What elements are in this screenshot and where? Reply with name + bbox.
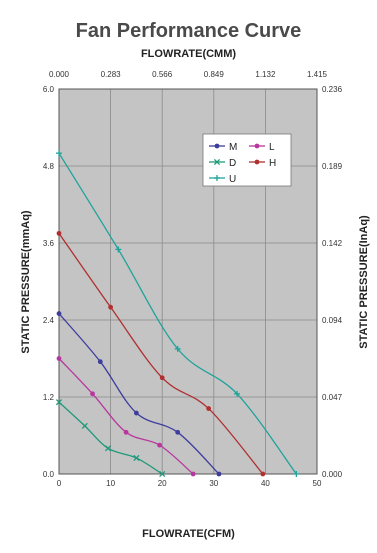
data-point-u — [293, 471, 300, 477]
data-point-d — [133, 454, 140, 462]
x-top-tick-label: 1.415 — [307, 70, 328, 79]
x-axis-label: FLOWRATE(CFM) — [142, 528, 235, 540]
x-top-tick-label: 0.566 — [152, 70, 173, 79]
y-right-tick-label: 0.094 — [322, 316, 343, 325]
x-top-tick-label: 1.132 — [255, 70, 276, 79]
y-right-tick-label: 0.000 — [322, 470, 343, 479]
data-point-d — [159, 470, 166, 478]
data-point-m — [216, 471, 222, 477]
data-point-u — [56, 150, 62, 157]
data-point-h — [108, 304, 113, 310]
y-right-tick-label: 0.047 — [322, 393, 343, 402]
data-point-d — [55, 399, 63, 406]
data-point-m — [175, 429, 181, 435]
x-tick-label: 0 — [57, 479, 62, 488]
legend-marker-d — [213, 158, 221, 166]
data-point-l — [157, 442, 163, 448]
data-point-d — [81, 422, 88, 429]
plot-frame — [58, 88, 318, 475]
y-left-tick-label: 4.8 — [43, 162, 55, 171]
x-top-axis-label: FLOWRATE(CMM) — [140, 48, 237, 60]
data-point-h — [206, 406, 212, 411]
data-point-h — [260, 471, 266, 477]
y-left-tick-label: 3.6 — [43, 239, 55, 248]
data-point-l — [90, 391, 95, 397]
data-point-l — [123, 429, 129, 435]
x-tick-label: 30 — [209, 479, 218, 488]
data-point-u — [174, 345, 181, 352]
chart-title: Fan Performance Curve — [75, 20, 302, 42]
data-point-m — [134, 410, 139, 416]
data-point-u — [115, 246, 122, 253]
data-point-l — [190, 471, 196, 477]
x-tick-label: 50 — [313, 479, 322, 488]
data-point-m — [56, 311, 62, 316]
legend-label-l: L — [269, 142, 275, 153]
legend-marker-u — [214, 175, 220, 181]
legend-label-d: D — [229, 158, 236, 169]
legend-label-h: H — [269, 158, 276, 169]
x-top-tick-label: 0.000 — [49, 70, 70, 79]
data-point-l — [56, 356, 62, 361]
data-point-d — [104, 445, 112, 452]
y-right-tick-label: 0.236 — [322, 85, 343, 94]
legend-marker-m — [214, 143, 220, 149]
y-right-tick-label: 0.142 — [322, 239, 343, 248]
data-point-h — [56, 230, 62, 236]
y-right-tick-label: 0.189 — [322, 162, 343, 171]
y-left-tick-label: 6.0 — [43, 85, 55, 94]
legend-marker-l — [254, 143, 260, 149]
y-left-tick-label: 1.2 — [43, 393, 55, 402]
x-tick-label: 20 — [158, 479, 167, 488]
y-left-tick-label: 0.0 — [43, 470, 55, 479]
data-point-h — [159, 375, 165, 381]
legend-marker-h — [254, 159, 260, 165]
x-tick-label: 40 — [261, 479, 270, 488]
legend: M L D H U — [202, 133, 292, 187]
legend-label-m: M — [229, 142, 237, 153]
y-left-tick-label: 2.4 — [43, 316, 55, 325]
data-point-m — [97, 359, 103, 365]
legend-box — [202, 133, 292, 187]
x-top-tick-label: 0.849 — [204, 70, 225, 79]
x-tick-label: 10 — [106, 479, 115, 488]
legend-label-u: U — [229, 174, 236, 185]
data-point-u — [234, 390, 241, 397]
x-top-tick-label: 0.283 — [101, 70, 122, 79]
